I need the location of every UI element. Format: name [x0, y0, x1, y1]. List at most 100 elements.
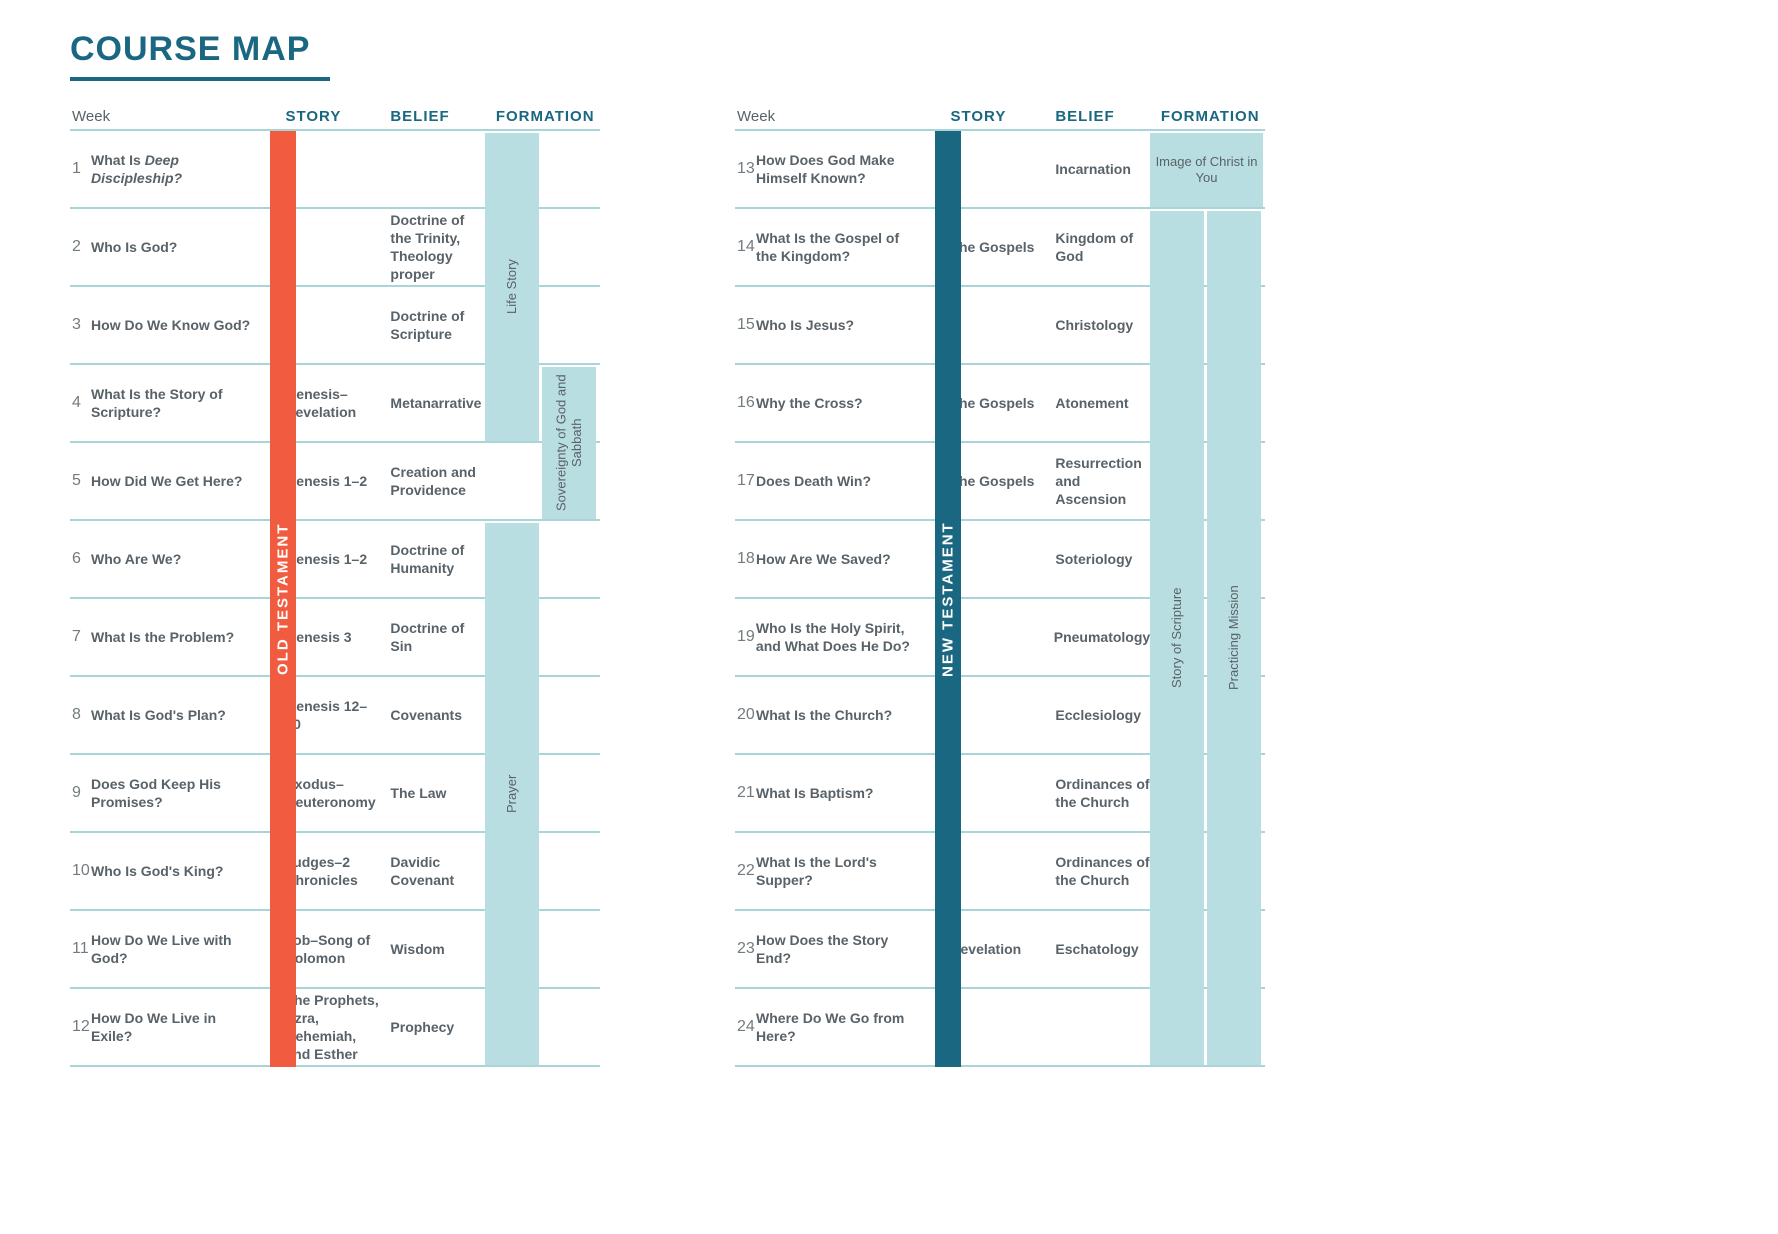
week-number: 14 [735, 238, 756, 256]
belief-cell: Ordinances of the Church [1055, 853, 1155, 889]
story-cell: Judges–2 Chronicles [285, 853, 390, 889]
belief-cell: Kingdom of God [1055, 229, 1155, 265]
header-story: STORY [285, 108, 390, 125]
story-cell: Exodus–Deuteronomy [285, 775, 390, 811]
week-number: 8 [70, 706, 91, 724]
belief-cell: Atonement [1055, 394, 1155, 412]
belief-cell: Soteriology [1055, 550, 1155, 568]
story-cell: Genesis 1–2 [285, 472, 390, 490]
header-story: STORY [950, 108, 1055, 125]
week-question: How Are We Saved? [756, 550, 926, 568]
belief-cell: Ordinances of the Church [1055, 775, 1155, 811]
week-number: 1 [70, 160, 91, 178]
week-number: 24 [735, 1018, 756, 1036]
belief-cell: Pneumatology [1054, 628, 1156, 646]
week-number: 3 [70, 316, 91, 334]
header-week: Week [70, 108, 261, 125]
week-number: 7 [70, 628, 91, 646]
belief-cell: Doctrine of Humanity [390, 541, 490, 577]
week-question: How Do We Live in Exile? [91, 1009, 261, 1045]
belief-cell: Ecclesiology [1055, 706, 1155, 724]
formation-bar: Sovereignty of God and Sabbath [542, 367, 596, 519]
week-number: 23 [735, 940, 756, 958]
belief-cell: Covenants [390, 706, 490, 724]
week-question: Does God Keep His Promises? [91, 775, 261, 811]
column-header: Week STORYBELIEFFORMATION [735, 103, 1265, 131]
week-number: 17 [735, 472, 756, 490]
week-number: 22 [735, 862, 756, 880]
belief-cell: Christology [1055, 316, 1155, 334]
week-number: 13 [735, 160, 756, 178]
week-question: What Is the Problem? [91, 628, 261, 646]
story-cell: The Gospels [950, 394, 1055, 412]
week-question: Who Are We? [91, 550, 261, 568]
story-cell: Genesis–Revelation [285, 385, 390, 421]
story-cell: Genesis 1–2 [285, 550, 390, 568]
title-underline [70, 77, 330, 81]
belief-cell: Prophecy [390, 1018, 490, 1036]
belief-cell: Doctrine of Sin [390, 619, 490, 655]
belief-cell: Davidic Covenant [390, 853, 490, 889]
story-cell: Genesis 12–50 [285, 697, 390, 733]
story-cell: The Gospels [950, 238, 1055, 256]
week-number: 12 [70, 1018, 91, 1036]
formation-bar: Practicing Mission [1207, 211, 1261, 1065]
week-question: Does Death Win? [756, 472, 926, 490]
belief-cell: Doctrine of the Trinity, Theology proper [390, 211, 490, 284]
week-number: 15 [735, 316, 756, 334]
week-question: Who Is God's King? [91, 862, 261, 880]
belief-cell: Wisdom [390, 940, 490, 958]
week-question: What Is the Gospel of the Kingdom? [756, 229, 926, 265]
old-testament-bar: OLD TESTAMENT [270, 131, 296, 1067]
week-number: 21 [735, 784, 756, 802]
formation-bar: Story of Scripture [1150, 211, 1204, 1065]
formation-bar: Prayer [485, 523, 539, 1065]
week-question: How Did We Get Here? [91, 472, 261, 490]
week-number: 5 [70, 472, 91, 490]
belief-cell: Metanarrative [390, 394, 490, 412]
week-question: Who Is Jesus? [756, 316, 926, 334]
belief-cell: Incarnation [1055, 160, 1155, 178]
week-question: Who Is the Holy Spirit, and What Does He… [756, 619, 925, 655]
week-question: How Do We Know God? [91, 316, 261, 334]
header-belief: BELIEF [390, 108, 490, 125]
week-question: What Is God's Plan? [91, 706, 261, 724]
belief-cell: Eschatology [1055, 940, 1155, 958]
week-number: 18 [735, 550, 756, 568]
week-question: What Is the Lord's Supper? [756, 853, 926, 889]
week-question: What Is the Story of Scripture? [91, 385, 261, 421]
week-question: How Does God Make Himself Known? [756, 151, 926, 187]
week-number: 11 [70, 940, 91, 958]
story-cell: Genesis 3 [285, 628, 390, 646]
week-number: 20 [735, 706, 756, 724]
table-row: 5How Did We Get Here? Genesis 1–2Creation… [70, 443, 600, 521]
week-question: Where Do We Go from Here? [756, 1009, 926, 1045]
week-number: 4 [70, 394, 91, 412]
story-cell: The Prophets, Ezra, Nehemiah, and Esther [285, 991, 390, 1064]
week-question: What Is Deep Discipleship? [91, 151, 261, 187]
header-week: Week [735, 108, 926, 125]
formation-bar: Life Story [485, 133, 539, 441]
week-number: 9 [70, 784, 91, 802]
week-question: What Is Baptism? [756, 784, 926, 802]
columns-wrapper: WeekSTORYBELIEFFORMATION1What Is Deep Di… [70, 103, 1708, 1067]
header-formation: FORMATION [490, 108, 600, 125]
week-number: 10 [70, 862, 91, 880]
belief-cell: Doctrine of Scripture [390, 307, 490, 343]
week-number: 6 [70, 550, 91, 568]
week-question: Why the Cross? [756, 394, 926, 412]
week-number: 16 [735, 394, 756, 412]
week-number: 2 [70, 238, 91, 256]
story-cell: Job–Song of Solomon [285, 931, 390, 967]
belief-cell: Creation and Providence [390, 463, 490, 499]
column-header: Week STORYBELIEFFORMATION [70, 103, 600, 131]
week-question: Who Is God? [91, 238, 261, 256]
header-belief: BELIEF [1055, 108, 1155, 125]
page-title: COURSE MAP [70, 30, 1708, 69]
right-column: Week STORYBELIEFFORMATION 13How Does God M… [735, 103, 1265, 1067]
story-cell: Revelation [950, 940, 1055, 958]
week-question: How Do We Live with God? [91, 931, 261, 967]
week-question: How Does the Story End? [756, 931, 926, 967]
belief-cell: The Law [390, 784, 490, 802]
header-formation: FORMATION [1155, 108, 1265, 125]
